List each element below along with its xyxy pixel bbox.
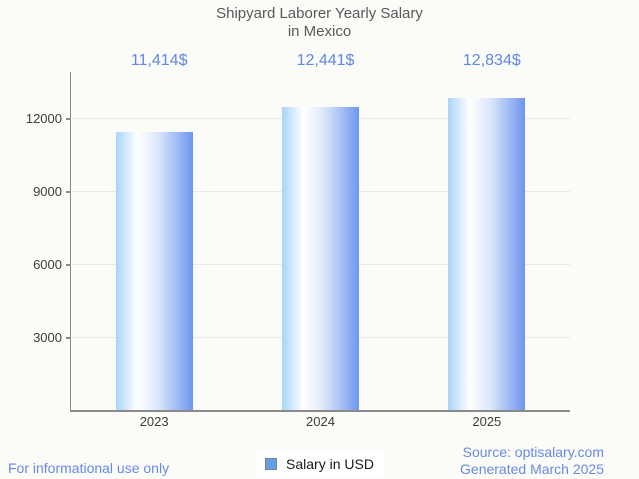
source-text: Source: optisalary.com (462, 444, 604, 460)
chart-title-line-1: Shipyard Laborer Yearly Salary (216, 5, 423, 22)
y-axis-tick (66, 191, 71, 193)
x-tick-label: 2025 (472, 414, 502, 429)
legend-label: Salary in USD (286, 456, 374, 472)
bar-value-label: 11,414$ (130, 52, 188, 69)
legend-entry: Salary in USD (255, 452, 384, 476)
chart-title: Shipyard Laborer Yearly Salary in Mexico (0, 5, 639, 41)
chart-title-line-2: in Mexico (287, 23, 352, 40)
y-tick-label: 6000 (33, 256, 62, 272)
y-axis-line (69, 72, 72, 412)
y-tick-label: 9000 (33, 183, 62, 199)
legend-marker-icon (265, 458, 278, 470)
generated-text: Generated March 2025 (460, 461, 604, 477)
x-axis-line (69, 410, 571, 412)
y-axis-tick (66, 118, 71, 120)
legend: Salary in USD (0, 452, 639, 476)
disclaimer-text: For informational use only (8, 460, 170, 476)
y-axis-tick (66, 264, 71, 266)
y-tick-label: 3000 (33, 329, 62, 345)
x-tick-label: 2023 (139, 414, 169, 429)
y-tick-label: 12000 (25, 110, 62, 126)
bar-2023 (115, 132, 193, 410)
bar-value-label: 12,441$ (296, 52, 355, 69)
source-block: Source: optisalary.com Generated March 2… (460, 444, 604, 478)
bar-2024 (282, 107, 359, 410)
x-tick-label: 2024 (306, 414, 335, 429)
bar-value-label: 12,834$ (462, 52, 521, 69)
y-axis-tick (66, 337, 71, 339)
bar-2025 (448, 97, 526, 410)
